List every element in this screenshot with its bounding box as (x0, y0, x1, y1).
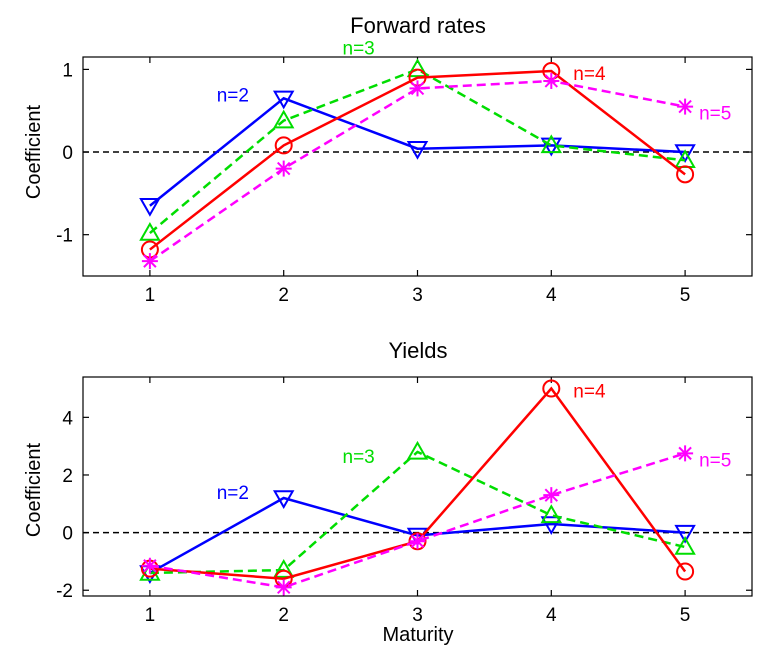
x-tick-label: 2 (278, 605, 289, 626)
x-tick-label: 3 (412, 285, 423, 306)
marker-stroke (143, 254, 157, 268)
data-point (540, 134, 563, 154)
data-point (139, 198, 161, 217)
data-point (272, 559, 295, 578)
series-n3: n=3 (139, 440, 696, 581)
panel-title: Forward rates (350, 13, 486, 38)
plot-area: 1 2 3 4 5 -2 0 2 4 n=2 n=3 n=4 n=5 (56, 376, 753, 626)
data-point (275, 160, 292, 177)
data-point (275, 579, 292, 596)
marker-stroke (410, 81, 425, 96)
data-point (674, 144, 696, 164)
data-point (141, 557, 158, 574)
marker-stroke (544, 74, 559, 88)
data-point (677, 98, 694, 115)
data-point (677, 445, 694, 462)
series-label: n=5 (699, 450, 731, 471)
data-point (540, 516, 563, 535)
series-line (149, 68, 686, 234)
marker-stroke (544, 488, 559, 502)
x-tick-label: 3 (412, 605, 423, 626)
data-point (272, 90, 295, 110)
y-tick-label: 4 (62, 408, 73, 429)
y-tick-label: 0 (62, 143, 73, 164)
data-point (406, 140, 429, 160)
y-tick-label: 0 (62, 524, 73, 545)
data-point (141, 253, 158, 270)
y-axis-label: Coefficient (23, 442, 45, 537)
data-point (674, 535, 696, 555)
series-label: n=4 (573, 64, 606, 85)
data-point (540, 504, 563, 524)
data-point (272, 490, 295, 510)
x-tick-label: 1 (145, 285, 156, 306)
marker-stroke (276, 580, 291, 595)
y-tick-label: 2 (62, 466, 73, 487)
x-tick-label: 4 (546, 285, 557, 306)
data-point (543, 72, 560, 89)
series-label: n=2 (217, 483, 249, 504)
series-n2: n=2 (139, 85, 696, 217)
panel-yields: Yields Coefficient Maturity 1 2 3 4 5 -2 0 2 4 n=… (23, 338, 753, 646)
marker-stroke (678, 446, 692, 461)
series-line (149, 450, 686, 575)
series-line (149, 96, 686, 207)
series-n4: n=4 (140, 62, 695, 259)
series-label: n=3 (343, 447, 375, 468)
data-point (274, 136, 293, 155)
series-label: n=2 (217, 85, 249, 106)
data-point (674, 524, 696, 544)
series-line (149, 79, 686, 263)
series-label: n=3 (343, 38, 375, 59)
x-tick-label: 4 (546, 605, 557, 626)
y-tick-label: -2 (56, 581, 73, 602)
data-point (406, 440, 429, 460)
marker-stroke (678, 99, 692, 114)
series-n5: n=5 (141, 72, 731, 270)
data-point (272, 109, 295, 129)
marker-stroke (143, 559, 157, 573)
series-line (149, 69, 686, 251)
x-axis-label: Maturity (382, 624, 453, 646)
series-n5: n=5 (141, 445, 731, 596)
y-tick-label: 1 (62, 60, 73, 81)
data-point (676, 165, 695, 184)
data-point (409, 533, 426, 550)
series-label: n=4 (573, 382, 606, 403)
marker-stroke (410, 534, 425, 548)
data-point (542, 379, 561, 398)
data-point (406, 58, 429, 78)
x-tick-label: 5 (680, 285, 691, 306)
plot-area: 1 2 3 4 5 -1 0 1 n=2 n=3 n=4 n=5 (56, 38, 753, 306)
series-line (149, 452, 686, 589)
x-tick-label: 5 (680, 605, 691, 626)
data-point (139, 561, 161, 581)
series-label: n=5 (699, 104, 731, 125)
marker-stroke (276, 161, 291, 176)
data-point (543, 487, 560, 504)
x-tick-label: 1 (145, 605, 156, 626)
x-tick-label: 2 (278, 285, 289, 306)
panel-title: Yields (388, 338, 447, 363)
y-tick-label: -1 (56, 226, 73, 247)
panel-forward-rates: Forward rates Coefficient 1 2 3 4 5 -1 0 1 n=2 n=… (23, 13, 753, 306)
data-point (139, 222, 161, 241)
data-point (676, 562, 695, 581)
y-axis-label: Coefficient (23, 104, 45, 199)
data-point (409, 80, 426, 97)
